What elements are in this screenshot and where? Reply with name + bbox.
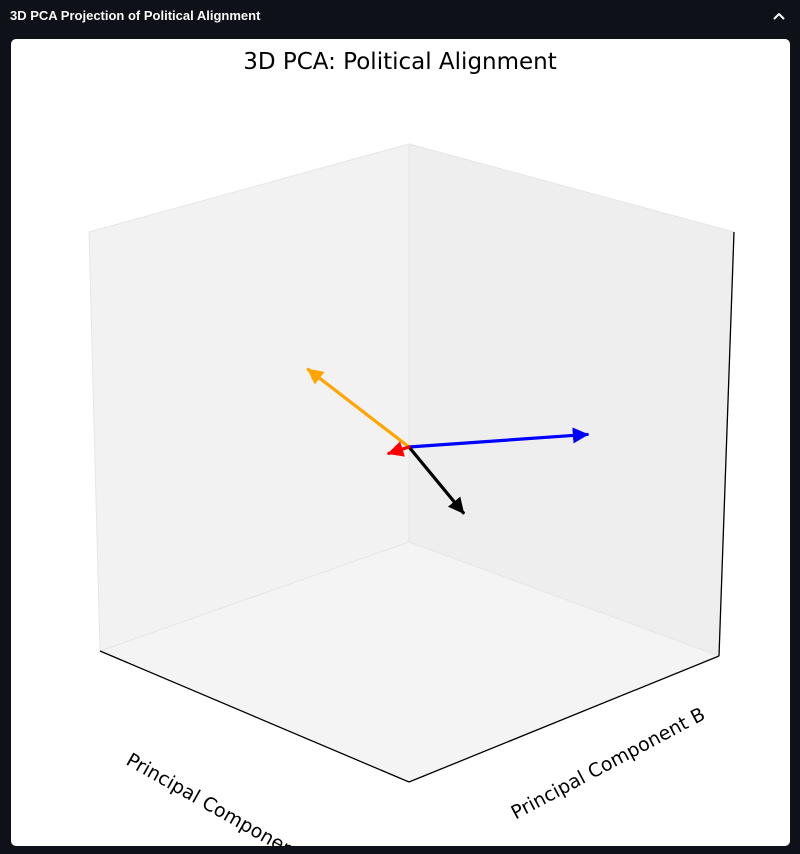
vector-arrows xyxy=(306,367,589,515)
chart-title: 3D PCA: Political Alignment xyxy=(243,49,557,75)
panel-title: 3D PCA Projection of Political Alignment xyxy=(10,8,261,23)
y-axis-line xyxy=(408,655,720,783)
vector-arrow-2 xyxy=(306,367,411,449)
x-axis-label: Principal Component A xyxy=(122,749,321,846)
x-axis-line xyxy=(99,650,410,783)
panel-header[interactable]: 3D PCA Projection of Political Alignment xyxy=(0,0,800,34)
axis-lines xyxy=(99,231,735,783)
axis-panes xyxy=(88,143,735,783)
pca-3d-chart: 3D PCA: Political Alignment Principal Co… xyxy=(88,49,735,846)
vector-arrow-3 xyxy=(407,445,465,515)
vector-arrow-1 xyxy=(407,427,589,449)
vector-arrow-4 xyxy=(387,441,411,457)
chart-card: 3D PCA: Political Alignment Principal Co… xyxy=(11,39,790,846)
chevron-up-icon[interactable] xyxy=(768,5,790,27)
z-axis-line xyxy=(718,231,735,657)
